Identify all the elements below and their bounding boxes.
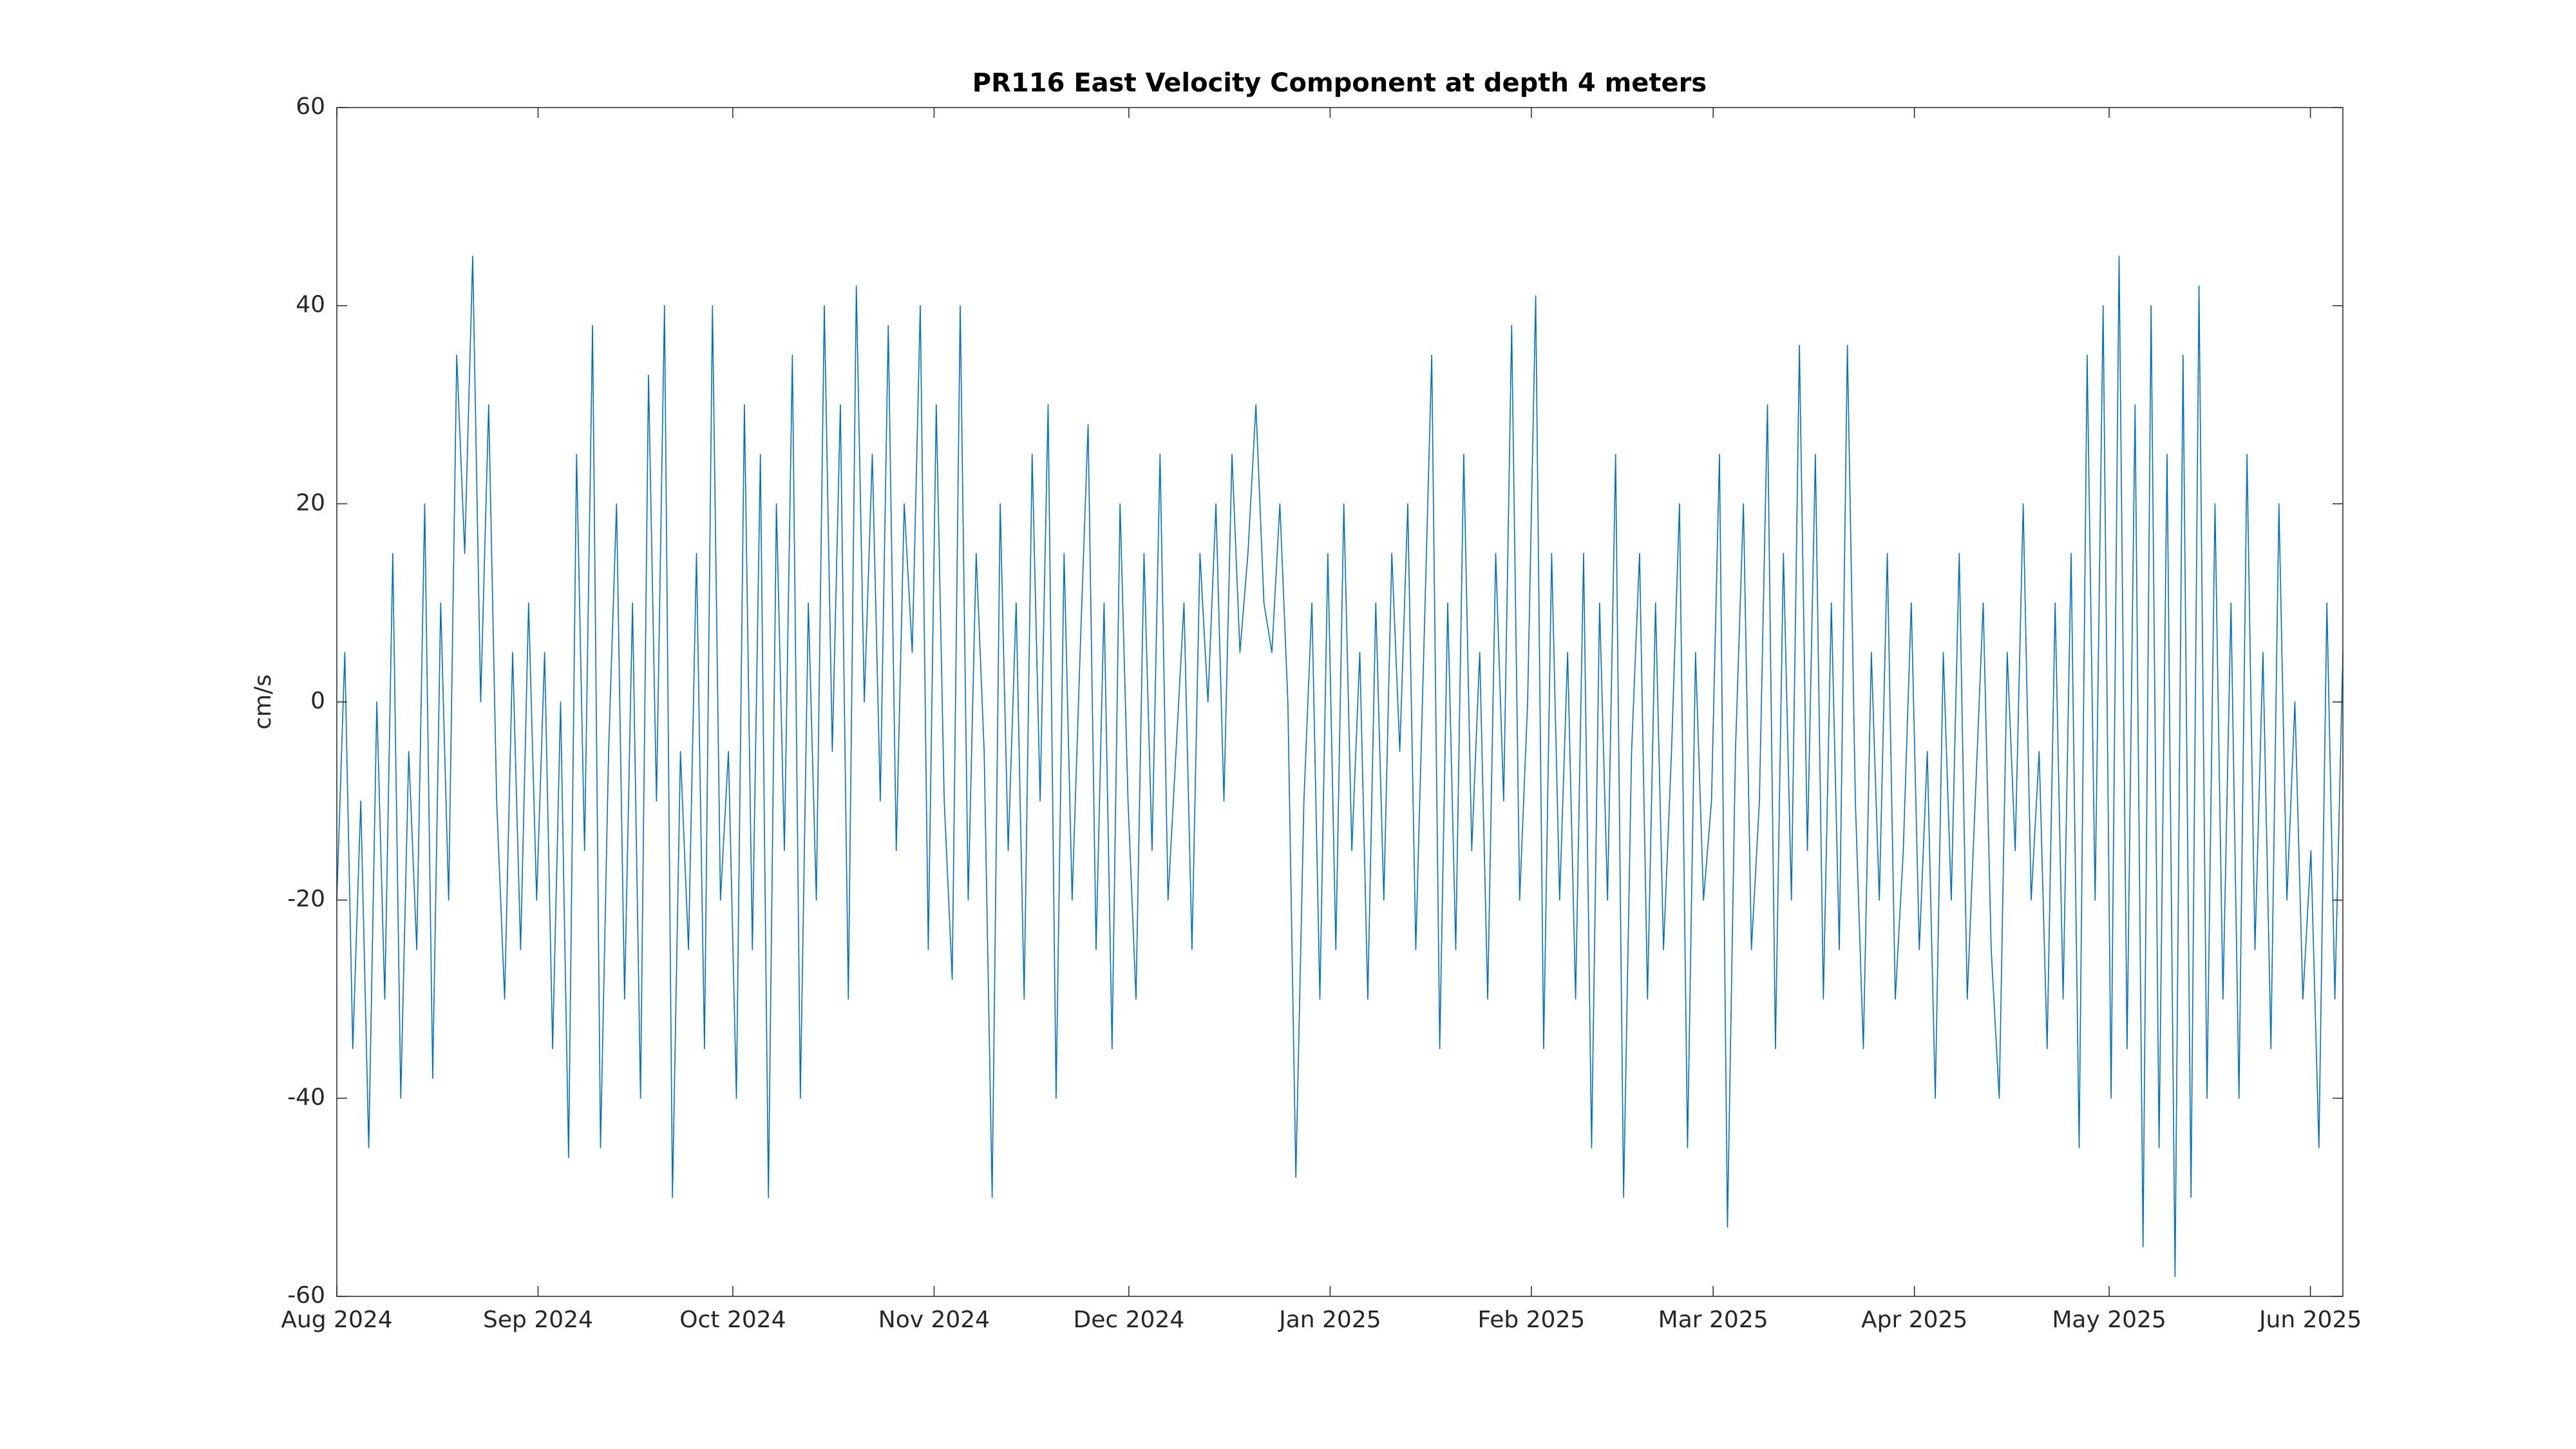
chart-title: PR116 East Velocity Component at depth 4… xyxy=(972,68,1707,98)
x-tick-label: Sep 2024 xyxy=(483,1307,593,1333)
y-tick-label: 40 xyxy=(296,292,325,318)
y-tick-label: 20 xyxy=(296,489,325,516)
y-tick-label: -60 xyxy=(287,1282,325,1309)
y-axis-label: cm/s xyxy=(250,674,276,730)
x-tick-label: Apr 2025 xyxy=(1861,1307,1967,1333)
y-tick-label: -40 xyxy=(287,1084,325,1110)
data-line xyxy=(336,256,2344,1277)
y-tick-label: -20 xyxy=(287,886,325,913)
x-tick-label: Jun 2025 xyxy=(2258,1307,2362,1333)
y-tick-label: 60 xyxy=(296,93,325,120)
x-tick-label: Mar 2025 xyxy=(1658,1307,1768,1333)
x-tick-label: Oct 2024 xyxy=(679,1307,786,1333)
x-tick-label: Feb 2025 xyxy=(1477,1307,1585,1333)
x-tick-label: Nov 2024 xyxy=(878,1307,990,1333)
x-tick-label: Aug 2024 xyxy=(281,1307,392,1333)
x-tick-label: Jan 2025 xyxy=(1278,1307,1381,1333)
x-tick-label: May 2025 xyxy=(2052,1307,2166,1333)
y-tick-label: 0 xyxy=(310,688,325,714)
x-tick-label: Dec 2024 xyxy=(1074,1307,1185,1333)
